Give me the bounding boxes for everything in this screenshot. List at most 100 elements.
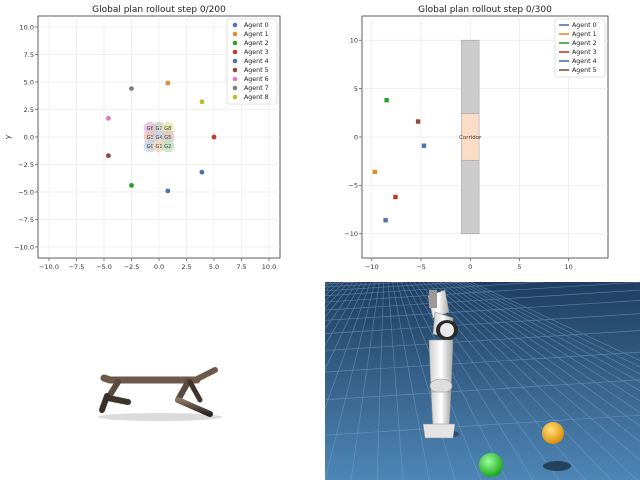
agent-point <box>129 183 134 188</box>
agent-point <box>199 169 205 175</box>
x-tick-label: −7.5 <box>69 263 85 271</box>
goal-label: G4 <box>155 135 162 141</box>
legend-label: Agent 3 <box>572 49 597 56</box>
goal-label: G8 <box>164 126 171 132</box>
legend-label: Agent 2 <box>244 40 269 47</box>
x-tick-label: 7.5 <box>236 263 246 271</box>
legend-swatch <box>232 85 238 91</box>
legend-label: Agent 4 <box>572 58 597 65</box>
agent-point <box>106 153 111 159</box>
legend-label: Agent 3 <box>244 49 269 56</box>
chart-left: Global plan rollout step 0/200 y −10.0 −7… <box>4 5 281 271</box>
agent-points <box>106 80 217 194</box>
agent-point <box>129 86 134 91</box>
front-shin <box>175 379 191 403</box>
y-tick-label: 7.5 <box>24 51 34 59</box>
legend-swatch <box>232 22 238 28</box>
legend-label: Agent 4 <box>244 58 269 65</box>
goal-label: G6 <box>147 126 154 132</box>
y-tick-label: 2.5 <box>24 106 34 114</box>
ball-shadow <box>543 461 571 471</box>
front-foot <box>175 397 213 417</box>
y-tick-label: 5 <box>354 85 358 93</box>
walker-shadow <box>98 413 222 421</box>
agent-point <box>393 194 398 200</box>
axis-ticks: −10 −5 0 5 10 −10 −5 0 5 10 <box>344 37 572 272</box>
robot-arm-scene <box>325 282 640 480</box>
chart-panel-left: Global plan rollout step 0/200 y −10.0 −7… <box>0 0 320 280</box>
corridor-label: Corridor <box>459 135 482 141</box>
x-tick-label: −10 <box>365 263 379 271</box>
legend-swatch <box>232 49 238 55</box>
walker-robot <box>98 367 222 421</box>
floor <box>325 282 640 480</box>
goals: G6 G7 G8 G3 G4 G5 G0 G1 G2 <box>143 121 175 153</box>
legend-label: Agent 1 <box>572 31 597 38</box>
x-tick-label: −5.0 <box>96 263 112 271</box>
x-tick-label: 10 <box>564 263 572 271</box>
legend-label: Agent 5 <box>572 67 597 74</box>
agent-point <box>384 98 389 103</box>
agent-point <box>199 99 205 105</box>
legend-label: Agent 7 <box>244 85 269 92</box>
x-tick-label: 5 <box>517 263 521 271</box>
y-tick-label: 0 <box>354 133 358 141</box>
chart-title: Global plan rollout step 0/200 <box>92 5 226 15</box>
goal-label: G1 <box>155 144 162 150</box>
floor-grid <box>325 282 640 480</box>
front-thigh <box>192 367 218 383</box>
x-tick-label: −2.5 <box>124 263 140 271</box>
chart-panel-right: Global plan rollout step 0/300 Corridor … <box>320 0 640 280</box>
legend-swatch <box>232 31 238 37</box>
walker-scene <box>0 280 320 480</box>
axis-ticks: −10.0 −7.5 −5.0 −2.5 0.0 2.5 5.0 7.5 10.0 −10.0 −7… <box>14 23 276 271</box>
legend-swatch <box>232 58 238 64</box>
legend-swatch <box>232 94 238 100</box>
x-tick-label: 2.5 <box>181 263 191 271</box>
x-tick-label: 5.0 <box>209 263 219 271</box>
corridor-region <box>461 113 480 161</box>
chart-right: Global plan rollout step 0/300 Corridor … <box>344 5 609 272</box>
legend-label: Agent 2 <box>572 40 597 47</box>
robot-base <box>422 423 456 439</box>
goal-label: G7 <box>155 126 162 132</box>
green-ball <box>479 453 503 477</box>
y-tick-label: −2.5 <box>18 161 34 169</box>
agent-point <box>421 143 427 148</box>
legend-swatch <box>232 76 238 82</box>
goal-label: G3 <box>147 135 154 141</box>
legend-label: Agent 6 <box>244 76 269 83</box>
y-tick-label: 0.0 <box>24 133 34 141</box>
goal-label: G2 <box>164 144 171 150</box>
legend-swatch <box>232 40 238 46</box>
x-tick-label: 0 <box>468 263 472 271</box>
y-tick-label: 5.0 <box>24 78 34 86</box>
goal-label: G5 <box>164 135 171 141</box>
agent-point <box>165 80 171 86</box>
rear-foot <box>99 393 110 413</box>
legend-label: Agent 1 <box>244 31 269 38</box>
y-tick-label: −10.0 <box>14 243 34 251</box>
wall-region <box>461 39 480 115</box>
agent-point <box>383 218 388 223</box>
y-tick-label: −7.5 <box>18 216 34 224</box>
rear-shin <box>105 395 131 405</box>
legend: Agent 0 Agent 1 Agent 2 Agent 3 Agent 4 Agent… <box>226 18 278 105</box>
legend-label: Agent 0 <box>244 22 269 29</box>
agent-point <box>415 119 421 124</box>
legend-label: Agent 0 <box>572 22 597 29</box>
robot-arm <box>422 289 458 439</box>
x-tick-label: 0.0 <box>154 263 164 271</box>
agent-point <box>106 115 111 121</box>
wall-region <box>461 159 480 235</box>
legend-swatch <box>232 67 238 73</box>
x-tick-label: −5 <box>416 263 426 271</box>
chart-title: Global plan rollout step 0/300 <box>418 5 552 15</box>
x-tick-label: 10.0 <box>262 263 276 271</box>
walker-body <box>99 367 218 417</box>
goal-marker <box>161 139 175 153</box>
x-tick-label: −10.0 <box>39 263 59 271</box>
y-tick-label: 10.0 <box>20 23 34 31</box>
y-axis-label: y <box>4 135 12 139</box>
agent-point <box>165 188 171 194</box>
